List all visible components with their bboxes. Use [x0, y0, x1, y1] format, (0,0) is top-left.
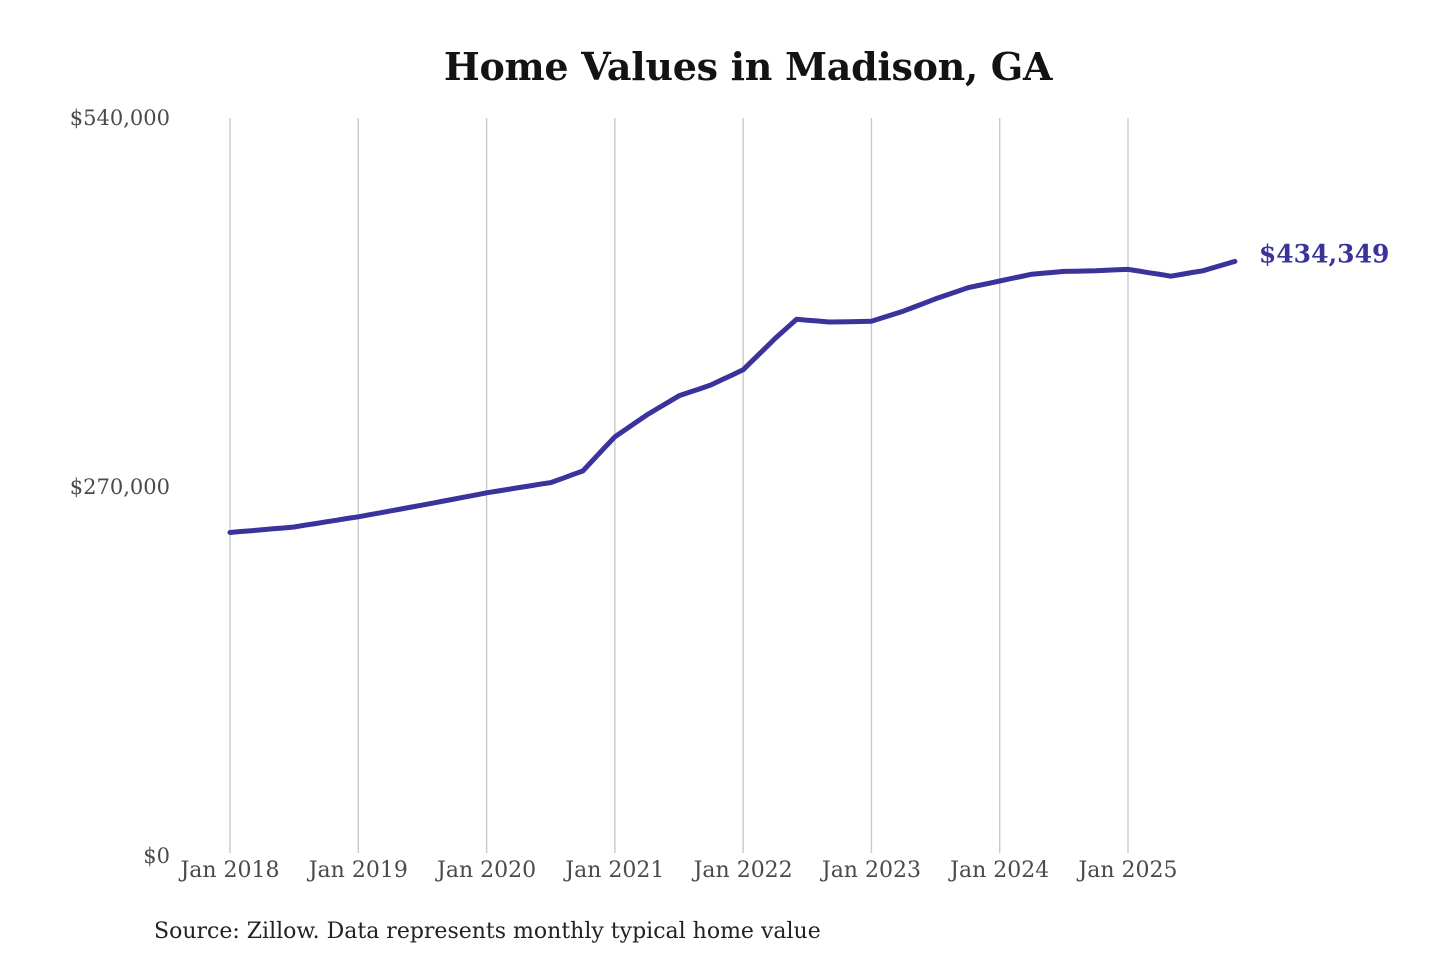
y-tick-label: $0 [143, 844, 170, 868]
y-tick-label: $540,000 [70, 106, 170, 130]
latest-value-label: $434,349 [1259, 239, 1389, 268]
x-tick-label: Jan 2020 [435, 858, 536, 883]
x-tick-label: Jan 2021 [563, 858, 664, 883]
gridlines-group [229, 118, 1129, 853]
x-tick-label: Jan 2023 [820, 858, 921, 883]
x-tick-label: Jan 2019 [307, 858, 408, 883]
chart-title: Home Values in Madison, GA [443, 44, 1053, 89]
y-tick-label: $270,000 [70, 475, 170, 499]
x-tick-label: Jan 2024 [948, 858, 1049, 883]
source-note: Source: Zillow. Data represents monthly … [154, 919, 821, 944]
home-value-line [227, 258, 1238, 535]
x-axis-labels-group: Jan 2018 Jan 2019 Jan 2020 Jan 2021 Jan 2022… [178, 858, 1177, 883]
x-tick-label: Jan 2025 [1076, 858, 1177, 883]
y-axis-labels-group: $540,000 $270,000 $0 [70, 106, 170, 868]
x-tick-label: Jan 2018 [178, 858, 279, 883]
x-tick-label: Jan 2022 [692, 858, 793, 883]
